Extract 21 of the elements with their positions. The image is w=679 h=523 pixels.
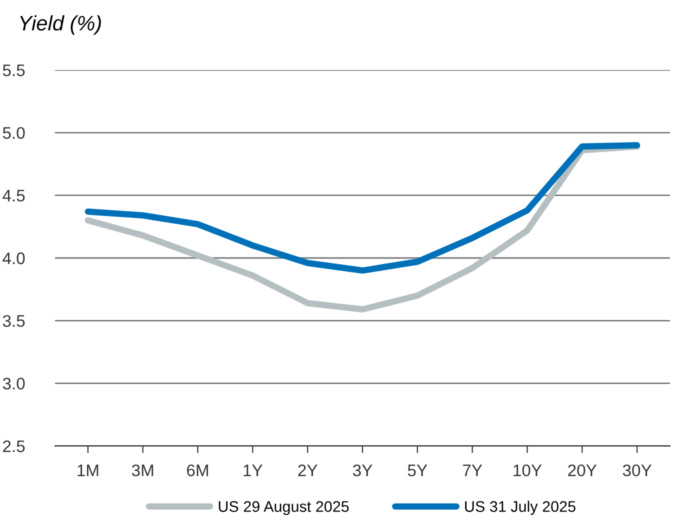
x-tick-label: 5Y (408, 464, 428, 476)
x-tick-label: 6M (187, 464, 208, 476)
legend-label: US 31 July 2025 (465, 500, 576, 515)
x-tick-label: 10Y (514, 464, 542, 476)
x-tick-label: 30Y (622, 464, 652, 476)
x-tick-label: 1Y (244, 464, 263, 476)
x-tick-label: 3M (132, 464, 154, 476)
y-tick-label: 4.0 (2, 252, 25, 264)
legend-label: US 29 August 2025 (218, 501, 349, 515)
x-tick-label: 3Y (352, 464, 372, 476)
y-tick-label: 3.5 (2, 315, 25, 327)
y-tick-label: 2.5 (3, 440, 25, 452)
x-tick-label: 7Y (462, 464, 482, 476)
y-tick-label: 3.0 (2, 378, 25, 390)
x-tick-label: 2Y (298, 464, 318, 476)
y-tick-label: 4.5 (2, 190, 25, 202)
y-tick-label: 5.5 (2, 64, 25, 76)
y-axis-title: Yield (%) (20, 15, 101, 35)
x-tick-label: 1M (78, 464, 98, 476)
y-tick-label: 5.0 (2, 127, 25, 139)
x-tick-label: 20Y (568, 464, 597, 476)
